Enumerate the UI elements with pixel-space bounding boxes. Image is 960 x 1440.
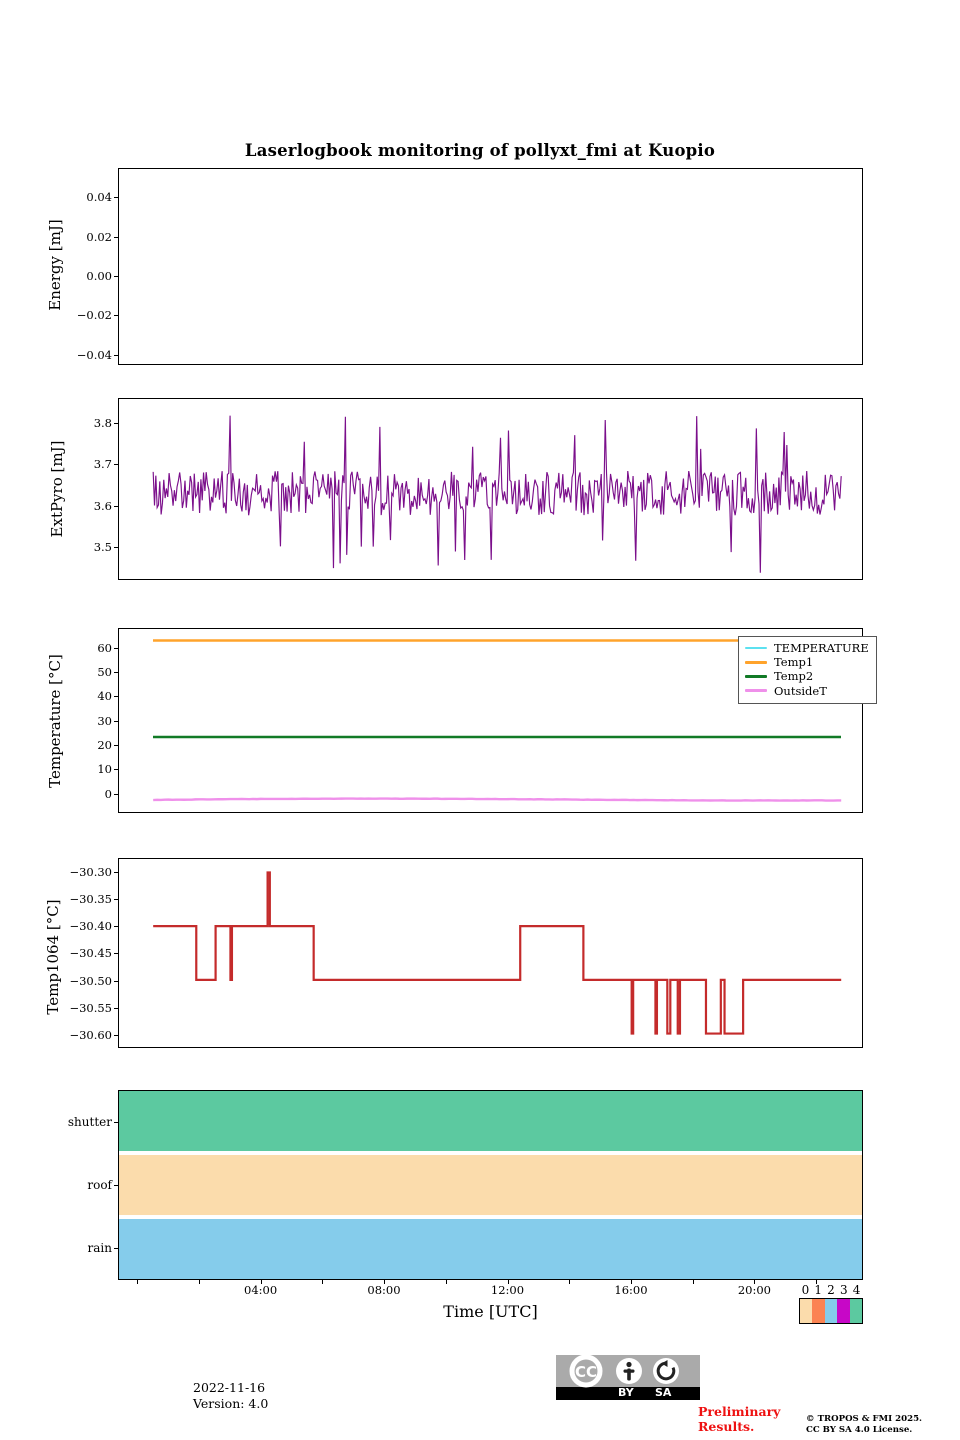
ytick-label: 40 xyxy=(97,689,112,704)
status-bar-shutter xyxy=(119,1091,862,1151)
legend-label: OutsideT xyxy=(774,683,827,698)
colorbar-tick-label: 4 xyxy=(852,1283,861,1297)
legend-label: Temp2 xyxy=(774,669,814,684)
colorbar-tick-label: 0 xyxy=(801,1283,810,1297)
plot-temp1064 xyxy=(118,858,863,1048)
outsidet-line xyxy=(153,797,842,802)
temp1064-plot-area xyxy=(153,871,842,1035)
xtick-label: 12:00 xyxy=(490,1283,525,1297)
temperature-plot-area xyxy=(153,639,842,802)
ytick-label: 50 xyxy=(97,664,112,679)
ytick-label: 20 xyxy=(97,737,112,752)
ytick-label: 0.00 xyxy=(86,268,112,283)
svg-text:CC: CC xyxy=(575,1363,597,1381)
ytick-label: 0 xyxy=(104,786,112,801)
row-label-shutter: shutter xyxy=(67,1114,112,1129)
xtick-label: 04:00 xyxy=(244,1283,278,1297)
axis-label-time: Time [UTC] xyxy=(443,1302,538,1321)
colorbar-tick-label: 2 xyxy=(827,1283,835,1297)
ytick-label: 10 xyxy=(97,762,112,777)
plot-temperature xyxy=(118,628,863,813)
preliminary-line-1: Preliminary xyxy=(698,1404,781,1419)
ytick-label: 3.5 xyxy=(93,539,112,554)
date-value: 2022-11-16 xyxy=(193,1380,266,1395)
legend-swatch-temp2 xyxy=(745,675,767,678)
ytick-label: 0.02 xyxy=(86,229,112,244)
cc-license-badge: CC BY SA xyxy=(556,1355,700,1400)
colorbar-tick-label: 1 xyxy=(814,1283,823,1297)
legend-swatch-outsidet xyxy=(745,689,767,692)
row-label-roof: roof xyxy=(87,1178,112,1192)
ytick-label: −30.40 xyxy=(69,919,112,934)
plot-energy xyxy=(118,168,863,365)
rowlabels-status: shutter roof rain xyxy=(36,1090,112,1280)
extpyro-plot-area xyxy=(152,415,842,573)
ytick-label: −30.35 xyxy=(69,892,112,907)
energy-plot-area xyxy=(119,169,862,364)
xtick-label: 16:00 xyxy=(614,1283,648,1297)
temp1064-line xyxy=(153,871,842,1035)
colorbar-cell-4 xyxy=(849,1299,863,1323)
preliminary-line-2: Results. xyxy=(698,1418,755,1434)
legend-label: TEMPERATURE xyxy=(774,641,869,655)
xtick-label: 08:00 xyxy=(367,1283,401,1297)
yticks-extpyro: 3.8 3.7 3.6 3.5 xyxy=(56,398,112,580)
legend-item: Temp2 xyxy=(745,669,869,683)
legend-label: Temp1 xyxy=(774,655,814,670)
ytick-label: −30.60 xyxy=(69,1027,112,1042)
copyright-line-1: © TROPOS & FMI 2025. xyxy=(806,1414,923,1424)
yticks-temperature: 60 50 40 30 20 10 0 xyxy=(56,628,112,813)
legend-item: TEMPERATURE xyxy=(745,641,869,655)
colorbar-cell-0 xyxy=(800,1299,813,1323)
xtick-label: 20:00 xyxy=(737,1283,771,1297)
colorbar-cell-1 xyxy=(812,1299,825,1323)
colorbar-cell-2 xyxy=(824,1299,838,1323)
date-stamp: 2022-11-16 Version: 4.0 xyxy=(193,1380,268,1412)
legend-item: Temp1 xyxy=(745,655,869,669)
colorbar-tick-label: 3 xyxy=(839,1283,848,1297)
row-label-rain: rain xyxy=(87,1241,112,1256)
ytick-label: 3.7 xyxy=(93,457,112,472)
ytick-label: 3.6 xyxy=(93,498,112,513)
yticks-temp1064: −30.30 −30.35 −30.40 −30.45 −30.50 −30.5… xyxy=(56,858,112,1048)
status-bar-rain xyxy=(119,1219,862,1279)
status-bar-roof xyxy=(119,1155,862,1215)
ytick-label: −0.02 xyxy=(76,308,112,323)
copyright-note: © TROPOS & FMI 2025. CC BY SA 4.0 Licens… xyxy=(806,1414,922,1436)
ytick-label: 60 xyxy=(97,640,112,655)
preliminary-results-note: Preliminary Results. xyxy=(698,1404,781,1434)
copyright-line-2: CC BY SA 4.0 License. xyxy=(806,1425,913,1435)
cc-badge-icons: CC xyxy=(569,1355,679,1388)
legend-temperature: TEMPERATURE Temp1 Temp2 OutsideT xyxy=(738,636,877,704)
ytick-label: −30.50 xyxy=(69,973,112,988)
ytick-label: 0.04 xyxy=(86,190,112,205)
yticks-energy: 0.04 0.02 0.00 −0.02 −0.04 xyxy=(56,168,112,365)
legend-swatch-temp1 xyxy=(745,660,767,664)
plot-status xyxy=(118,1090,863,1280)
cc-sa-text: SA xyxy=(655,1386,672,1399)
colorbar-cell-3 xyxy=(837,1299,850,1323)
plot-extpyro xyxy=(118,398,863,580)
ytick-label: −0.04 xyxy=(76,347,112,362)
version-value: Version: 4.0 xyxy=(193,1396,269,1411)
status-colorbar xyxy=(799,1298,863,1324)
ytick-label: 3.8 xyxy=(93,415,112,430)
status-plot-area xyxy=(119,1091,862,1279)
ytick-label: −30.30 xyxy=(69,865,112,879)
ytick-label: −30.55 xyxy=(69,1000,112,1015)
ytick-label: −30.45 xyxy=(69,946,112,961)
cc-by-text: BY xyxy=(618,1386,634,1399)
ytick-label: 30 xyxy=(97,713,112,728)
legend-item: OutsideT xyxy=(745,684,869,698)
page-title: Laserlogbook monitoring of pollyxt_fmi a… xyxy=(244,141,716,160)
legend-swatch-temperature xyxy=(745,646,767,650)
